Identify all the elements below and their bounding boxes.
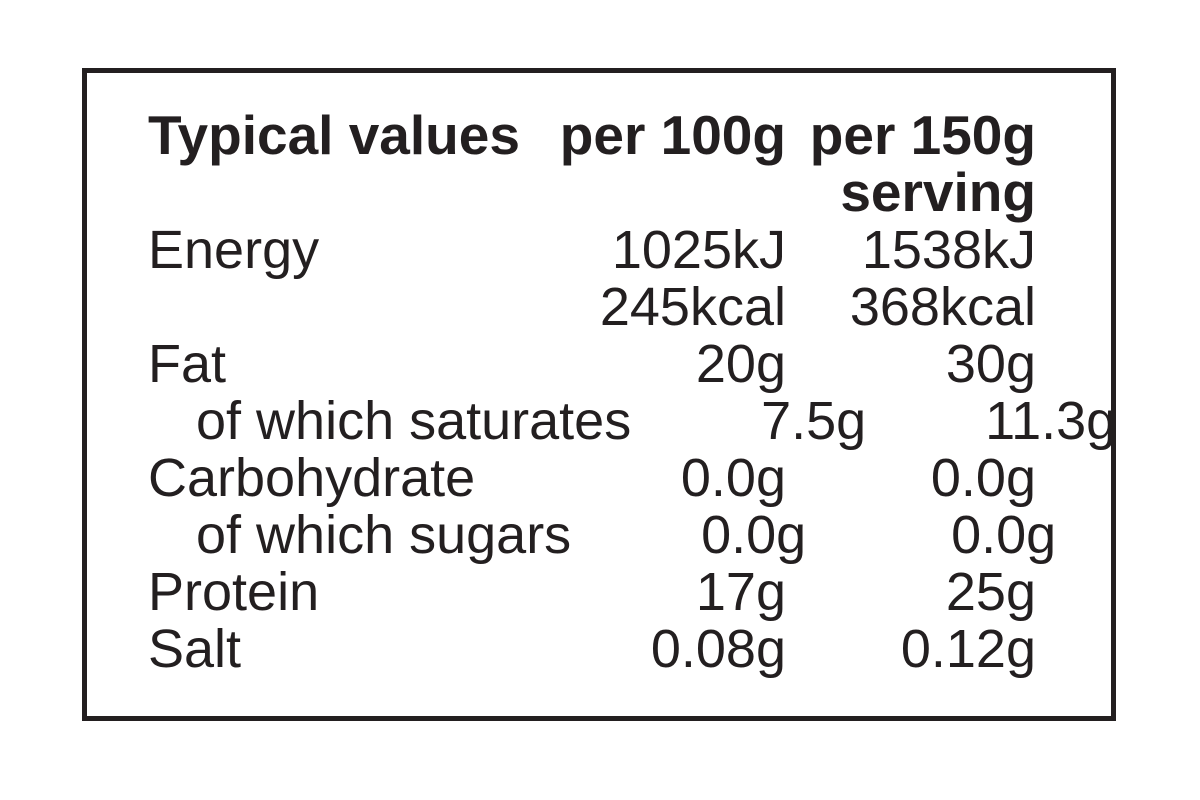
value-per-150g: 368kcal (849, 277, 1036, 337)
nutrition-label-box: Typical values per 100g per 150g serving… (82, 68, 1116, 721)
nutrient-name: of which sugars (196, 505, 572, 565)
value-per-100g: 245kcal (599, 277, 786, 337)
table-row: Protein 17g 25g (148, 564, 1036, 621)
value-per-150g: 25g (945, 562, 1036, 622)
table-row: of which sugars 0.0g 0.0g (148, 505, 1056, 565)
value-per-100g: 20g (695, 334, 786, 394)
table-row: Energy 1025kJ 1538kJ (148, 222, 1036, 279)
value-per-100g: 7.5g (761, 391, 867, 451)
value-per-150g: 11.3g (985, 391, 1117, 451)
table-row: Carbohydrate 0.0g 0.0g (148, 450, 1036, 507)
table-header-row: Typical values per 100g per 150g serving (148, 107, 1036, 221)
value-per-100g: 0.0g (701, 505, 807, 565)
nutrient-name: Carbohydrate (148, 448, 476, 508)
table-row: Fat 20g 30g (148, 336, 1036, 393)
value-per-100g: 1025kJ (611, 220, 786, 280)
value-per-100g: 17g (695, 562, 786, 622)
nutrient-name: Salt (148, 619, 242, 679)
nutrition-table: Typical values per 100g per 150g serving… (87, 73, 1116, 678)
header-per-150g-serving: per 150g serving (809, 104, 1036, 223)
header-per-100g: per 100g (559, 104, 786, 166)
value-per-100g: 0.08g (650, 619, 786, 679)
nutrient-name: Fat (148, 334, 227, 394)
nutrient-name: of which saturates (196, 391, 632, 451)
nutrition-rows: Energy 1025kJ 1538kJ 245kcal 368kcal Fat… (148, 222, 1116, 678)
nutrient-name: Protein (148, 562, 320, 622)
value-per-100g: 0.0g (680, 448, 786, 508)
table-row: of which saturates 7.5g 11.3g (148, 391, 1116, 451)
header-typical-values: Typical values (148, 104, 520, 166)
value-per-150g: 30g (945, 334, 1036, 394)
table-row: 245kcal 368kcal (148, 279, 1036, 336)
value-per-150g: 1538kJ (861, 220, 1036, 280)
value-per-150g: 0.0g (930, 448, 1036, 508)
table-row: Salt 0.08g 0.12g (148, 621, 1036, 678)
nutrient-name: Energy (148, 220, 320, 280)
value-per-150g: 0.0g (951, 505, 1057, 565)
value-per-150g: 0.12g (900, 619, 1036, 679)
nutrient-name (148, 279, 551, 336)
